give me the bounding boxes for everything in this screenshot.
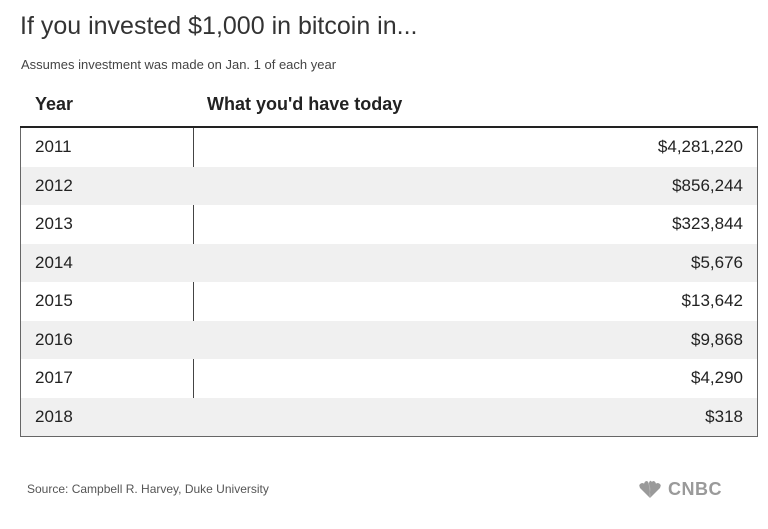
column-header-value: What you'd have today bbox=[207, 94, 403, 114]
cell-year: 2018 bbox=[35, 406, 73, 426]
table-row: 2013 $323,844 bbox=[21, 205, 757, 244]
peacock-icon bbox=[639, 480, 661, 498]
source-note: Source: Campbell R. Harvey, Duke Univers… bbox=[27, 482, 269, 496]
table-row: 2018 $318 bbox=[21, 397, 757, 436]
table-body: 2011 $4,281,220 2012 $856,244 2013 $323,… bbox=[20, 128, 758, 437]
cell-year: 2016 bbox=[35, 329, 73, 349]
cell-year: 2011 bbox=[35, 137, 72, 156]
table-row: 2015 $13,642 bbox=[21, 282, 757, 321]
cell-value: $4,281,220 bbox=[657, 137, 743, 156]
cell-year: 2017 bbox=[35, 368, 73, 387]
cell-year: 2013 bbox=[35, 214, 73, 233]
cell-year: 2014 bbox=[35, 252, 73, 272]
column-header-year: Year bbox=[35, 94, 74, 114]
cell-year: 2015 bbox=[35, 291, 73, 310]
cell-value: $323,844 bbox=[672, 214, 743, 233]
cell-value: $13,642 bbox=[681, 291, 743, 310]
cell-value: $9,868 bbox=[691, 329, 743, 349]
chart-title: If you invested $1,000 in bitcoin in... bbox=[20, 12, 418, 40]
cell-value: $318 bbox=[705, 406, 743, 426]
table-row: 2012 $856,244 bbox=[21, 166, 757, 205]
cell-value: $856,244 bbox=[672, 175, 743, 195]
cell-value: $5,676 bbox=[691, 252, 743, 272]
cell-value: $4,290 bbox=[691, 368, 743, 387]
column-divider bbox=[193, 128, 194, 436]
cell-year: 2012 bbox=[35, 175, 73, 195]
table-row: 2016 $9,868 bbox=[21, 320, 757, 359]
chart-subtitle: Assumes investment was made on Jan. 1 of… bbox=[21, 57, 337, 72]
cnbc-logo: CNBC bbox=[636, 478, 722, 500]
table-row: 2011 $4,281,220 bbox=[21, 128, 757, 167]
table-row: 2017 $4,290 bbox=[21, 359, 757, 398]
data-table: Year What you'd have today 2011 $4,281,2… bbox=[20, 85, 758, 437]
table-row: 2014 $5,676 bbox=[21, 243, 757, 282]
logo-text: CNBC bbox=[668, 478, 722, 499]
table-header: Year What you'd have today bbox=[20, 85, 758, 128]
